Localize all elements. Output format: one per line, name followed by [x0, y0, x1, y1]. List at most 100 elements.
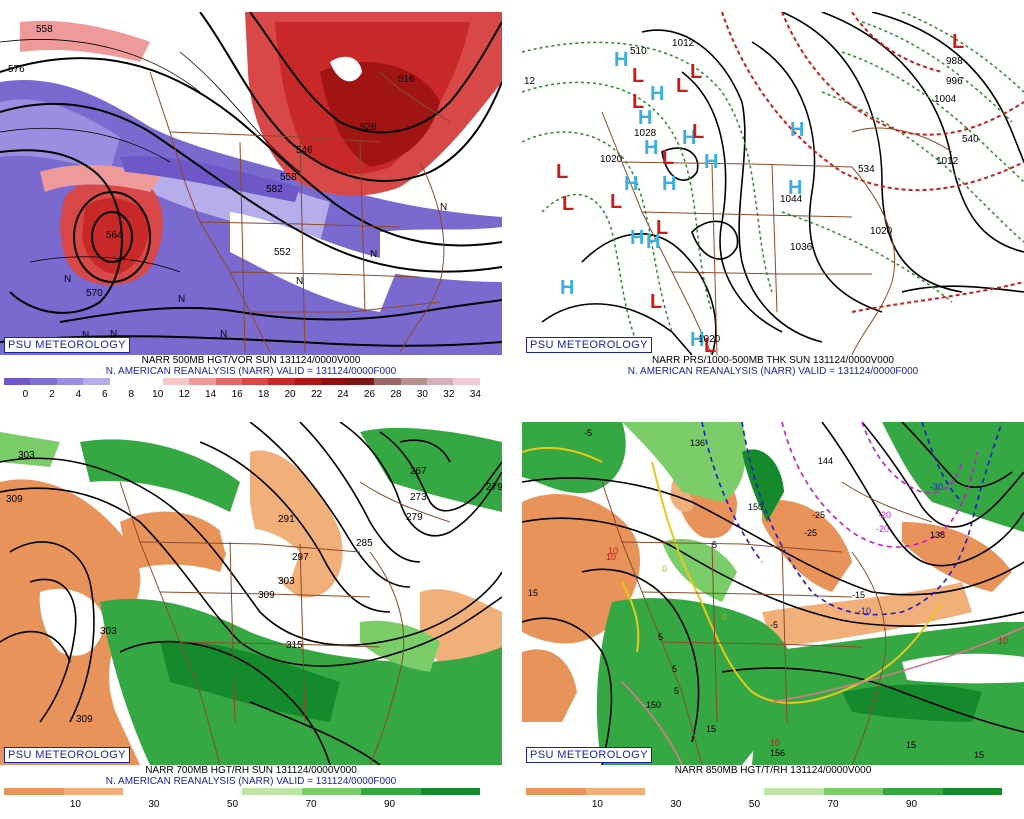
- low-pressure-marker: L: [650, 291, 662, 313]
- temperature-label: -10: [858, 606, 871, 616]
- colorbar-swatch: [823, 788, 883, 795]
- high-pressure-marker: H: [650, 83, 664, 105]
- colorbar-swatch: [453, 378, 480, 385]
- contour-label: 516: [398, 74, 415, 85]
- colorbar-tick-label: 30: [416, 389, 428, 400]
- contour-label: 297: [292, 552, 309, 563]
- colorbar-swatch: [4, 378, 31, 385]
- temperature-label: -5: [770, 620, 778, 630]
- isobar-label: 988: [946, 56, 963, 67]
- svg-text:N: N: [64, 274, 71, 285]
- panel-title: NARR 850MB HGT/T/RH 131124/0000V000: [674, 765, 872, 776]
- high-pressure-marker: H: [638, 107, 652, 129]
- isobar-label: 1012: [936, 156, 959, 167]
- psu-meteorology-badge: PSU METEOROLOGY: [526, 337, 652, 353]
- colorbar-tick-label: 70: [305, 799, 317, 810]
- contour-label: 273: [410, 492, 427, 503]
- contour-label: 558: [280, 172, 297, 183]
- contour-label: 136: [690, 438, 705, 448]
- colorbar-swatch: [123, 788, 183, 795]
- colorbar-swatch: [883, 788, 943, 795]
- low-pressure-marker: L: [676, 75, 688, 97]
- colorbar-tick-label: 30: [670, 799, 682, 810]
- temperature-label: 0: [722, 612, 727, 622]
- temperature-label: -30: [930, 482, 943, 492]
- low-pressure-marker: L: [690, 61, 702, 83]
- colorbar-swatch: [189, 378, 216, 385]
- contour-label: 267: [410, 466, 427, 477]
- high-pressure-marker: H: [646, 231, 660, 253]
- high-pressure-marker: H: [624, 173, 638, 195]
- colorbar-tick-label: 50: [748, 799, 761, 810]
- colorbar-swatch: [268, 378, 295, 385]
- colorbar-tick-label: 10: [152, 389, 164, 400]
- colorbar-swatch: [361, 788, 421, 795]
- rh-colorbar: [4, 788, 480, 795]
- contour-label: 315: [286, 640, 303, 651]
- panel-pressure-thickness: H H H H H H H H H H H H H H L L L L: [522, 0, 1024, 409]
- colorbar-swatch: [136, 378, 163, 385]
- isobar-label: 996: [946, 76, 963, 87]
- low-pressure-marker: L: [662, 147, 674, 169]
- temperature-label: 5: [672, 664, 677, 674]
- low-pressure-marker: L: [704, 335, 716, 355]
- thickness-label: 534: [858, 164, 875, 175]
- high-pressure-marker: H: [630, 227, 644, 249]
- colorbar-tick-label: 10: [69, 799, 81, 810]
- low-pressure-marker: L: [632, 65, 644, 87]
- colorbar-tick-label: 26: [363, 389, 376, 400]
- contour-label: 558: [36, 24, 53, 35]
- contour-label: 552: [274, 247, 291, 258]
- rh-850mb-map: 136 144 150 -5 10 15 5 0 5 5 5 -5 -10 -1…: [522, 422, 1024, 765]
- contour-label: 279: [486, 482, 502, 493]
- contour-label: 570: [86, 288, 103, 299]
- contour-label: 279: [406, 512, 423, 523]
- temperature-label: 5: [674, 686, 679, 696]
- high-pressure-marker: H: [662, 173, 676, 195]
- contour-label: 564: [106, 230, 123, 241]
- colorbar-swatch: [242, 788, 302, 795]
- colorbar-swatch: [400, 378, 427, 385]
- high-pressure-marker: H: [682, 127, 696, 149]
- high-pressure-marker: H: [560, 277, 574, 299]
- colorbar-swatch: [182, 788, 242, 795]
- panel-850mb-temp-rh: 136 144 150 -5 10 15 5 0 5 5 5 -5 -10 -1…: [522, 410, 1024, 819]
- colorbar-swatch: [764, 788, 824, 795]
- temperature-label: 15: [906, 740, 916, 750]
- colorbar-tick-label: 18: [258, 389, 270, 400]
- temperature-label: -20: [876, 524, 889, 534]
- svg-text:N: N: [110, 329, 117, 340]
- contour-label: 150: [748, 502, 763, 512]
- rh-colorbar-ticks: 10 30 50 70 90: [4, 799, 480, 811]
- colorbar-swatch: [942, 788, 1002, 795]
- contour-label: 309: [6, 494, 23, 505]
- isobar-label: 1036: [790, 242, 813, 253]
- colorbar-swatch: [526, 788, 586, 795]
- colorbar-tick-label: 6: [102, 389, 108, 400]
- panel-title: NARR 500MB HGT/VOR SUN 131124/0000V000: [141, 355, 361, 366]
- contour-label: 303: [100, 626, 117, 637]
- contour-label: 582: [266, 184, 283, 195]
- colorbar-tick-label: 22: [310, 389, 323, 400]
- colorbar-tick-label: 14: [205, 389, 217, 400]
- contour-label: 309: [258, 590, 275, 601]
- psu-meteorology-badge: PSU METEOROLOGY: [4, 747, 130, 763]
- isobar-label: 1028: [634, 128, 657, 139]
- colorbar-tick-label: 10: [591, 799, 603, 810]
- contour-label: 144: [818, 456, 833, 466]
- colorbar-swatch: [241, 378, 269, 385]
- colorbar-swatch: [585, 788, 645, 795]
- temperature-label: 0: [662, 564, 667, 574]
- svg-text:N: N: [220, 329, 227, 340]
- temperature-label: 5: [658, 632, 663, 642]
- low-pressure-marker: L: [952, 31, 964, 53]
- colorbar-tick-label: 32: [443, 389, 455, 400]
- contour-label: 576: [8, 64, 25, 75]
- high-pressure-marker: H: [614, 49, 628, 71]
- temperature-label: 10: [606, 552, 616, 562]
- panel-title: NARR 700MB HGT/RH SUN 131124/0000V000: [145, 765, 357, 776]
- isobar-label: 1004: [934, 94, 957, 105]
- vorticity-colorbar: [4, 378, 480, 385]
- isobar-label: 1044: [780, 194, 803, 205]
